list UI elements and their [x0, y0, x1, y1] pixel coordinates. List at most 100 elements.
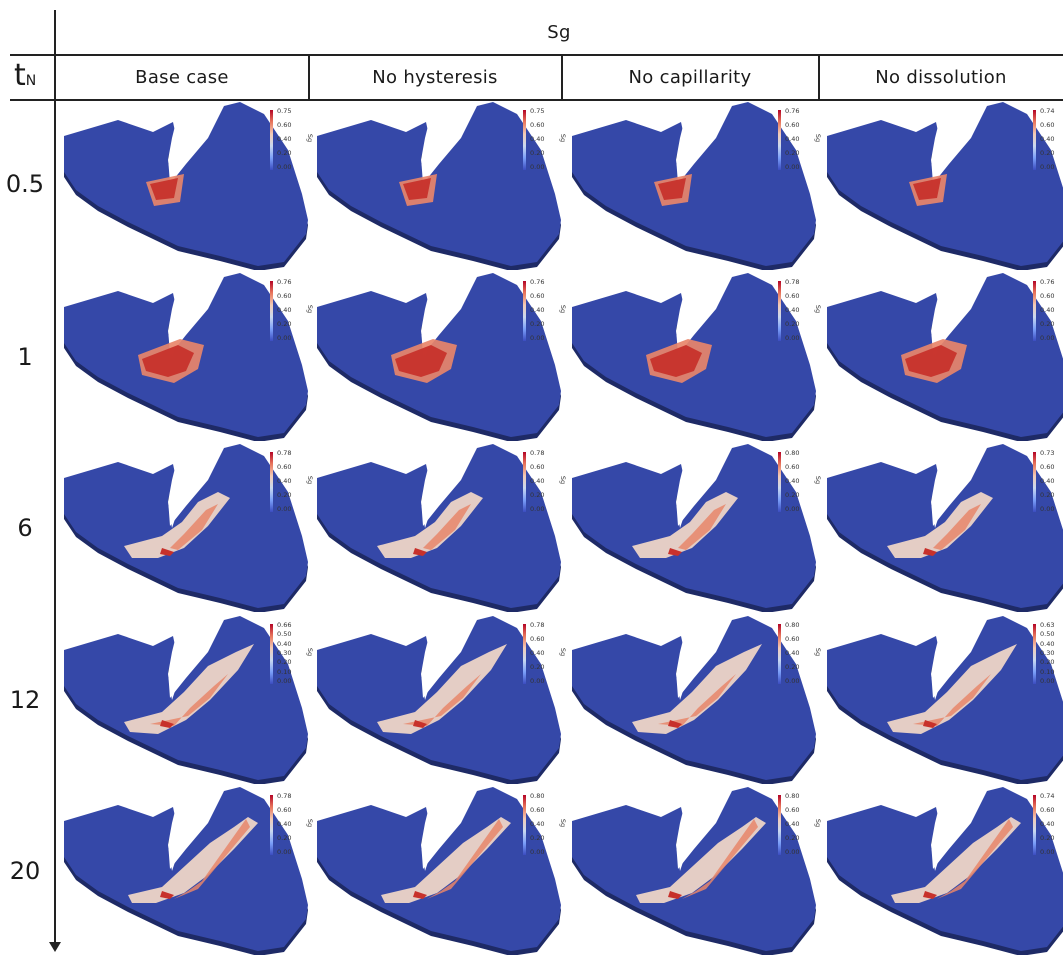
colorbar-tick-label: 0.20: [277, 149, 292, 157]
colorbar: 0.66 0.50 0.40 0.30 0.20 0.10 0.00 Sg: [270, 621, 320, 690]
colorbar-tick-label: 0.66: [277, 621, 292, 629]
gas-plume-core: [913, 178, 941, 200]
colorbar-tick-label: 0.60: [277, 806, 292, 814]
colorbar-tick-label: 0.00: [277, 677, 292, 685]
colorbar: 0.80 0.60 0.40 0.20 0.00 Sg: [778, 450, 828, 518]
colorbar-tick-label: 0.40: [1040, 639, 1055, 648]
colorbar-tick-label: 0.30: [277, 649, 292, 657]
domain-notch: [931, 104, 959, 186]
colorbar-tick-label: 0.10: [277, 667, 292, 676]
colorbar-tick-label: 0.60: [785, 292, 800, 300]
colorbar-tick-label: 0.00: [530, 163, 545, 171]
colorbar-tick-label: 0.20: [277, 320, 292, 328]
colorbar-gradient: [270, 795, 273, 855]
colorbar-tick-label: 0.40: [1040, 820, 1055, 828]
gas-plume-halo: [887, 644, 1017, 734]
colorbar-tick-label: 0.40: [785, 820, 800, 828]
gas-plume-halo: [632, 644, 762, 734]
saturation-map-cell: 0.80 0.60 0.40 0.20 0.00 Sg: [311, 787, 567, 955]
colorbar-tick-label: 0.78: [530, 449, 545, 457]
column-header-no-dissolution: No dissolution: [875, 67, 1007, 88]
time-axis-subscript: N: [25, 73, 37, 89]
colorbar-gradient: [1033, 624, 1036, 684]
gas-plume-halo: [887, 492, 993, 558]
domain-surface: [572, 102, 816, 266]
colorbar-tick-label: 0.20: [1040, 658, 1055, 667]
colorbar-tick-label: 0.10: [1040, 667, 1055, 676]
gas-plume-halo: [124, 644, 254, 734]
colorbar-gradient: [523, 281, 526, 341]
colorbar-tick-label: 0.40: [277, 306, 292, 314]
domain-notch: [676, 446, 704, 528]
colorbar-tick-label: 0.40: [530, 649, 545, 657]
colorbar-tick-label: 0.00: [1040, 677, 1055, 685]
colorbar-tick-label: 0.76: [785, 107, 800, 115]
reservoir-domain-map: [317, 273, 561, 441]
domain-notch: [168, 446, 196, 528]
gas-plume-hotspot: [668, 720, 682, 728]
gas-plume-halo: [377, 644, 507, 734]
colorbar-tick-label: 0.40: [785, 477, 800, 485]
gas-plume-core: [662, 504, 726, 550]
colorbar-tick-label: 0.20: [785, 491, 800, 499]
gas-plume-halo: [128, 817, 258, 903]
domain-notch: [676, 275, 704, 357]
reservoir-domain-map: [317, 787, 561, 955]
colorbar-tick-label: 0.20: [277, 834, 292, 842]
saturation-map-cell: 0.80 0.60 0.40 0.20 0.00 Sg: [566, 787, 822, 955]
colorbar-tick-label: 0.40: [785, 306, 800, 314]
colorbar: 0.80 0.60 0.40 0.20 0.00 Sg: [778, 793, 828, 861]
time-axis-label: tN: [14, 58, 36, 93]
saturation-map-cell: 0.66 0.50 0.40 0.30 0.20 0.10 0.00 Sg: [58, 616, 314, 784]
colorbar-gradient: [523, 110, 526, 170]
reservoir-domain-map: [64, 102, 308, 270]
colorbar-tick-label: 0.00: [277, 848, 292, 856]
colorbar: 0.78 0.60 0.40 0.20 0.00 Sg: [270, 450, 320, 518]
reservoir-domain-map: [64, 787, 308, 955]
gas-plume-hotspot: [923, 891, 937, 899]
time-axis-symbol: t: [14, 58, 26, 93]
colorbar-tick-label: 0.20: [530, 663, 545, 671]
colorbar-gradient: [270, 110, 273, 170]
gas-plume-core: [427, 819, 503, 899]
colorbar-tick-label: 0.20: [1040, 149, 1055, 157]
colorbar-tick-label: 0.20: [785, 320, 800, 328]
colorbar-tick-label: 0.75: [277, 107, 292, 115]
reservoir-domain-map: [827, 102, 1063, 270]
column-header-no-hysteresis: No hysteresis: [372, 67, 498, 88]
colorbar-tick-label: 0.50: [277, 630, 292, 639]
colorbar-gradient: [523, 624, 526, 684]
colorbar-tick-label: 0.00: [277, 163, 292, 171]
colorbar-tick-label: 0.00: [1040, 163, 1055, 171]
colorbar-gradient: [778, 795, 781, 855]
domain-notch: [421, 789, 449, 871]
colorbar-gradient: [778, 452, 781, 512]
colorbar-tick-label: 0.50: [1040, 630, 1055, 639]
colorbar-tick-label: 0.00: [785, 677, 800, 685]
colorbar-tick-label: 0.60: [530, 463, 545, 471]
colorbar-tick-label: 0.60: [277, 463, 292, 471]
reservoir-domain-map: [572, 787, 816, 955]
time-axis-line: [54, 10, 56, 945]
domain-notch: [676, 789, 704, 871]
colorbar-tick-label: 0.76: [277, 278, 292, 286]
domain-notch: [421, 275, 449, 357]
domain-notch: [931, 446, 959, 528]
colorbar-tick-label: 0.40: [530, 820, 545, 828]
gas-plume-halo: [124, 492, 230, 558]
colorbar-gradient: [1033, 281, 1036, 341]
row-label-3: 12: [9, 686, 41, 714]
colorbar-tick-label: 0.40: [1040, 306, 1055, 314]
column-divider-1: [308, 55, 310, 99]
colorbar-tick-label: 0.60: [785, 635, 800, 643]
colorbar-tick-label: 0.20: [530, 320, 545, 328]
colorbar-tick-label: 0.20: [277, 491, 292, 499]
colorbar-tick-label: 0.00: [277, 334, 292, 342]
colorbar-tick-label: 0.74: [1040, 792, 1055, 800]
gas-plume-hotspot: [668, 548, 682, 556]
saturation-map-cell: 0.80 0.60 0.40 0.20 0.00 Sg: [566, 616, 822, 784]
